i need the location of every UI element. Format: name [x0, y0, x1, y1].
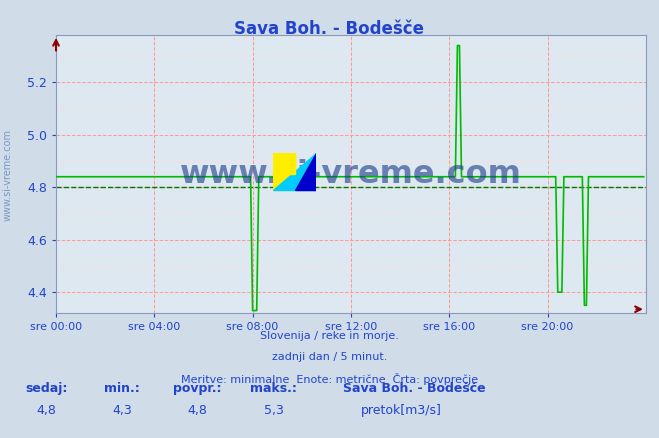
Text: Sava Boh. - Bodešče: Sava Boh. - Bodešče	[235, 20, 424, 38]
Text: Sava Boh. - Bodešče: Sava Boh. - Bodešče	[343, 382, 485, 395]
Text: 4,8: 4,8	[36, 404, 56, 417]
Text: 5,3: 5,3	[264, 404, 283, 417]
Text: www.si-vreme.com: www.si-vreme.com	[180, 159, 522, 190]
Polygon shape	[295, 153, 316, 190]
Bar	[273, 153, 295, 174]
Text: www.si-vreme.com: www.si-vreme.com	[3, 129, 13, 221]
Text: Slovenija / reke in morje.: Slovenija / reke in morje.	[260, 331, 399, 341]
Text: 4,8: 4,8	[188, 404, 208, 417]
Text: maks.:: maks.:	[250, 382, 297, 395]
Bar	[273, 153, 295, 190]
Text: Meritve: minimalne  Enote: metrične  Črta: povprečje: Meritve: minimalne Enote: metrične Črta:…	[181, 373, 478, 385]
Polygon shape	[273, 153, 316, 190]
Text: zadnji dan / 5 minut.: zadnji dan / 5 minut.	[272, 352, 387, 362]
Text: 4,3: 4,3	[112, 404, 132, 417]
Text: sedaj:: sedaj:	[25, 382, 67, 395]
Text: pretok[m3/s]: pretok[m3/s]	[361, 404, 442, 417]
Text: povpr.:: povpr.:	[173, 382, 222, 395]
Text: min.:: min.:	[104, 382, 140, 395]
